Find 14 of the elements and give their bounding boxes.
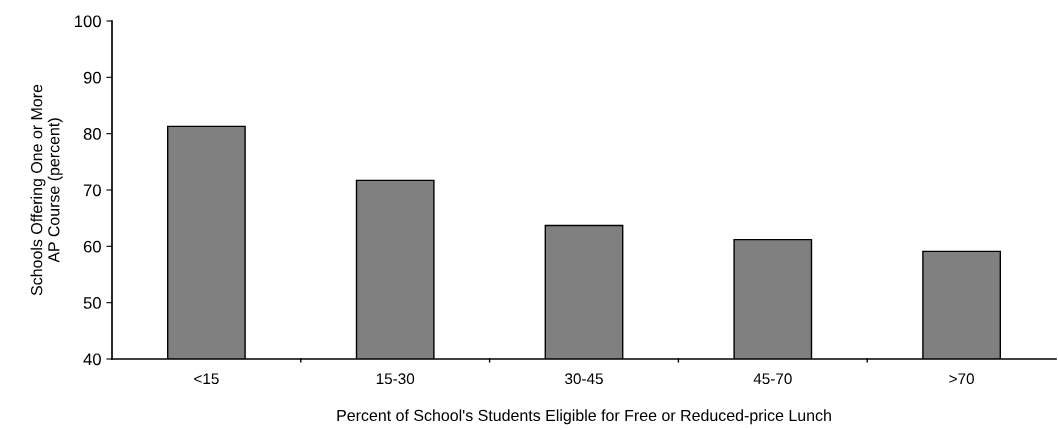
x-tick-label: 30-45 [565, 373, 603, 385]
y-tick-label: 40 [83, 353, 101, 366]
x-axis-title: Percent of School's Students Eligible for Free or Reduced-price Lunch [337, 409, 831, 425]
x-tick-label: 45-70 [753, 373, 792, 385]
x-tick-label: 15-30 [376, 373, 415, 385]
x-tick-label: <15 [194, 373, 219, 385]
x-tick-label: >70 [949, 373, 974, 385]
y-tick-label: 90 [83, 71, 101, 84]
y-tick-label: 100 [75, 15, 101, 28]
y-axis-title: Schools Offering One or More AP Course (percent) [30, 84, 63, 296]
y-tick-label: 60 [83, 240, 101, 253]
y-tick-label: 70 [83, 184, 101, 197]
y-tick-label: 80 [83, 128, 101, 140]
y-tick-label: 50 [83, 297, 101, 309]
